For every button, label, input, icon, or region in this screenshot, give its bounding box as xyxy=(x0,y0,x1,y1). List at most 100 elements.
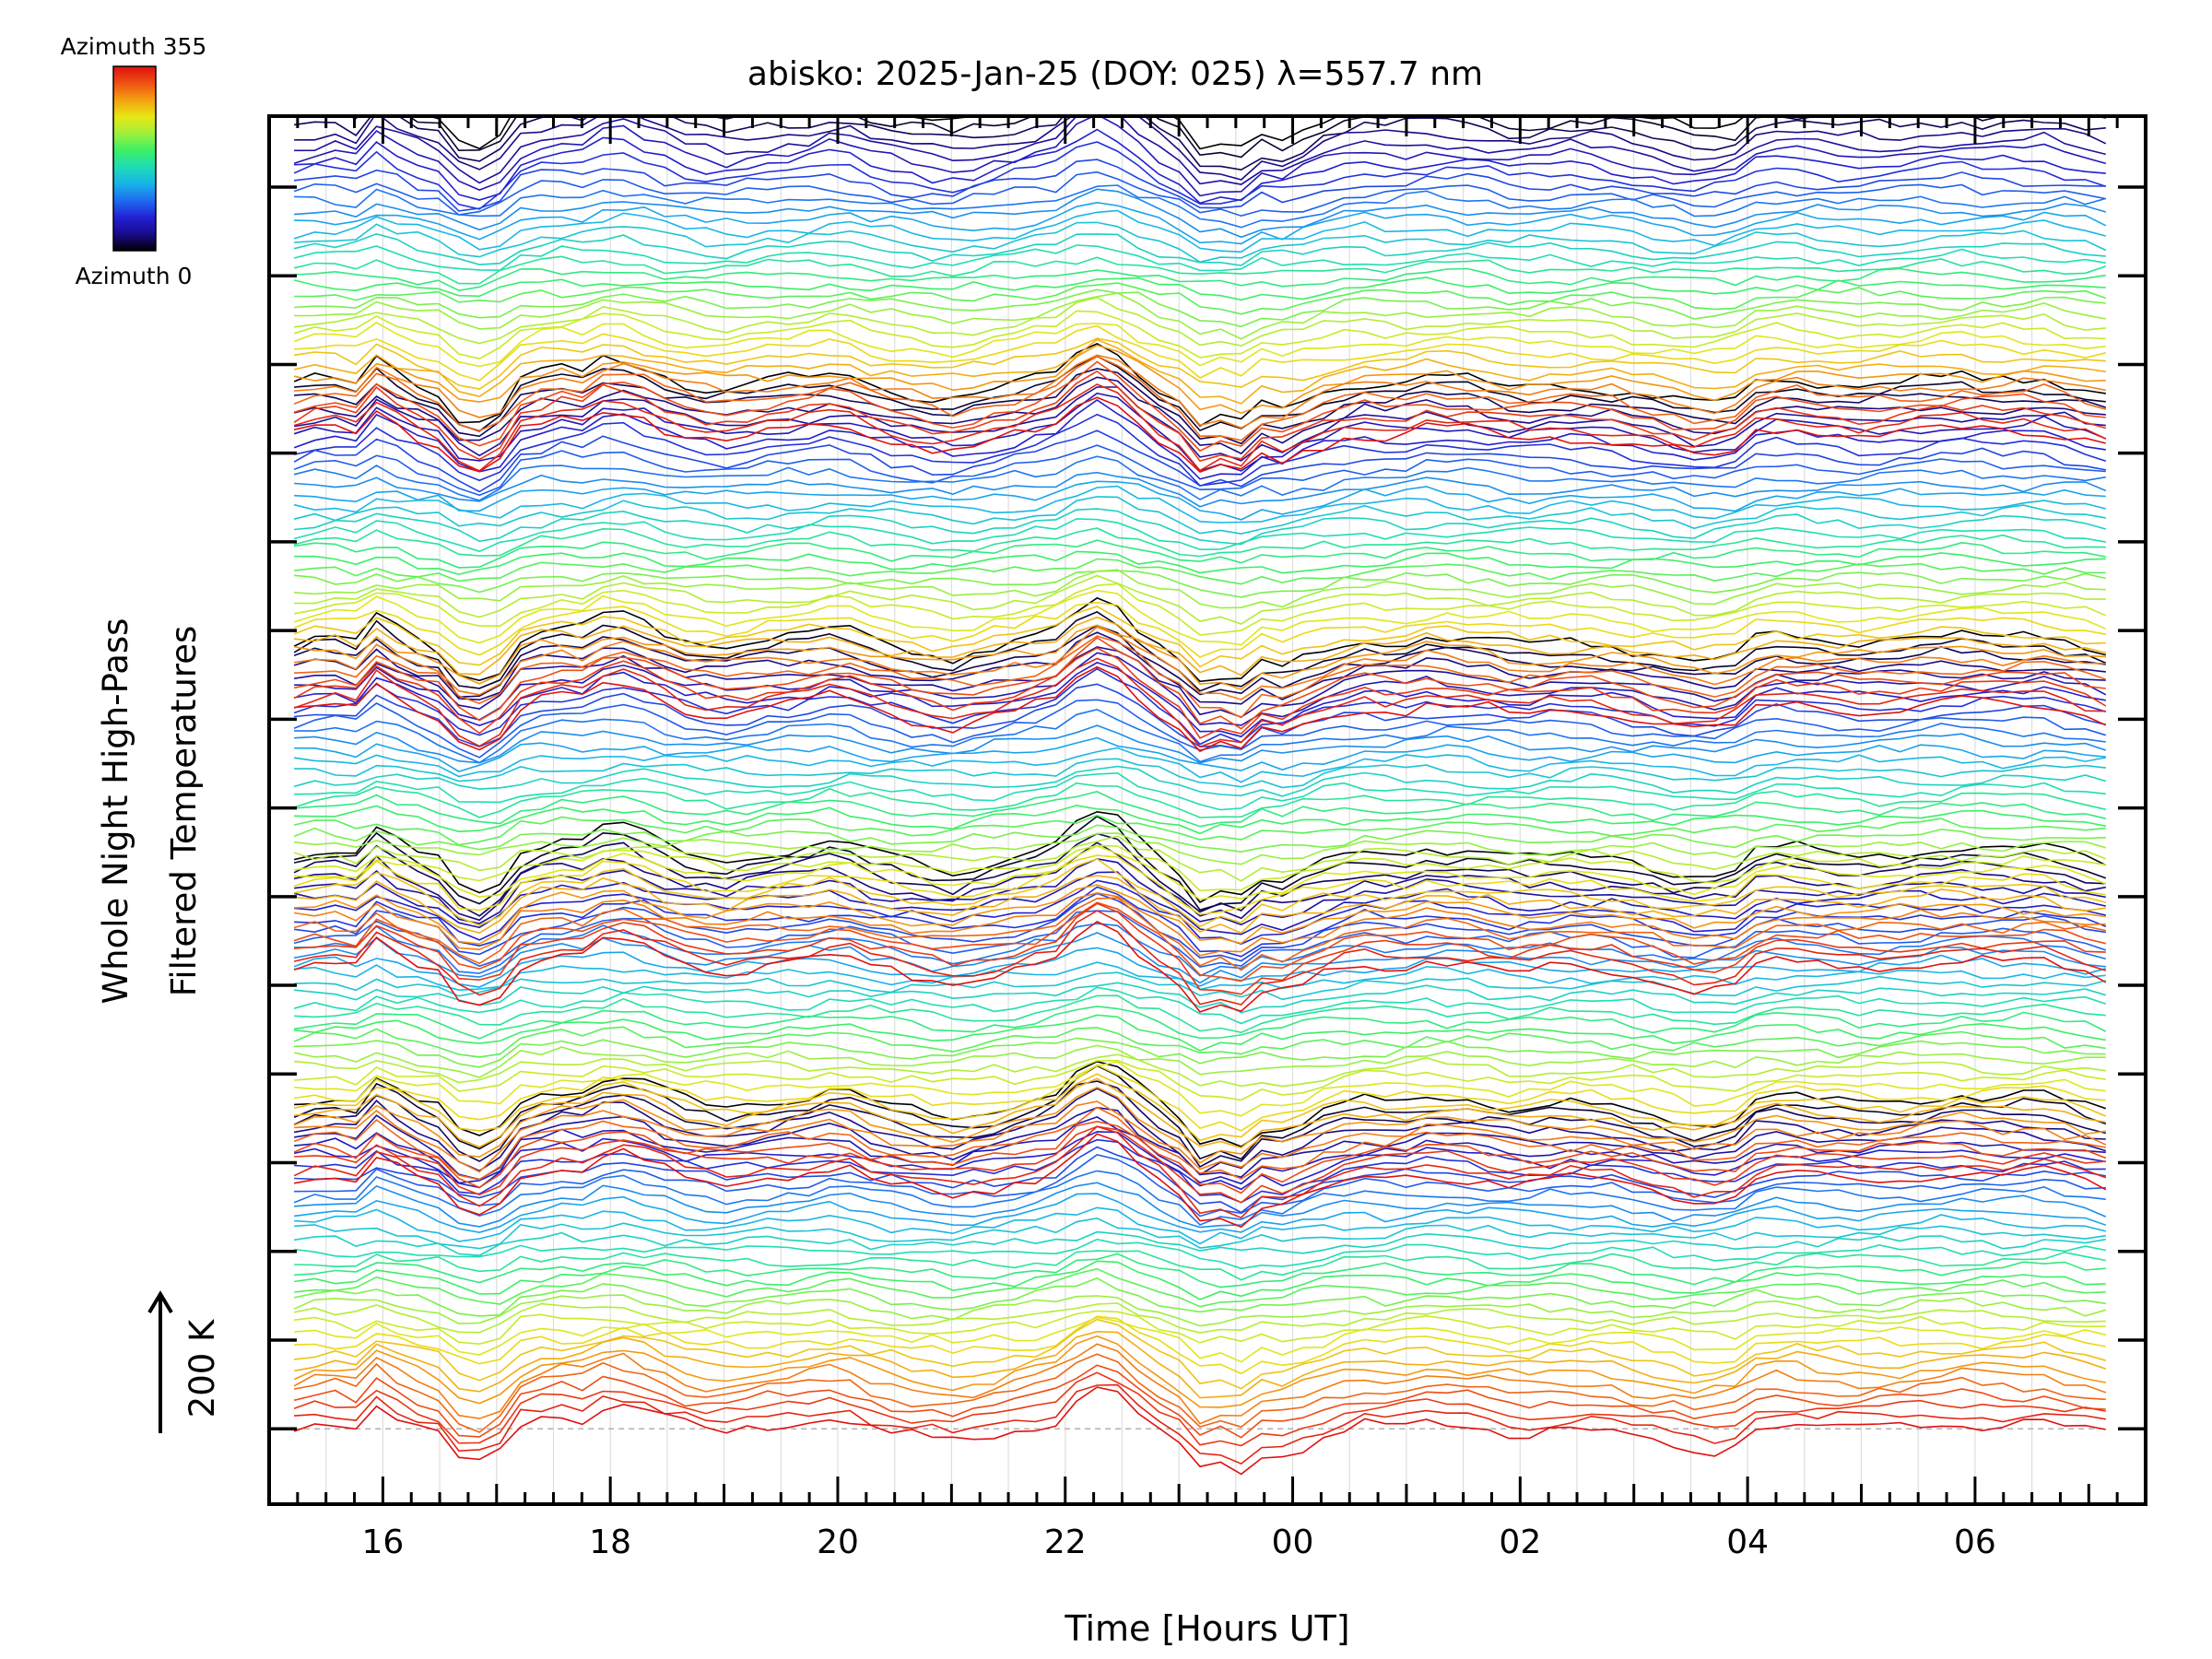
trace-azimuth-233 xyxy=(294,1053,2106,1088)
trace-azimuth-101 xyxy=(294,708,2106,764)
x-tick-label: 22 xyxy=(1044,1524,1087,1561)
trace-azimuth-314 xyxy=(293,1106,2106,1181)
trace-azimuth-294 xyxy=(293,344,2106,415)
trace-azimuth-254 xyxy=(294,844,2107,900)
trace-azimuth-223 xyxy=(293,1294,2107,1327)
trace-azimuth-152 xyxy=(294,508,2107,546)
trace-azimuth-41 xyxy=(293,1106,2107,1181)
trace-azimuth-101 xyxy=(294,923,2107,977)
trace-azimuth-304 xyxy=(293,626,2106,700)
scale-label: 200 K xyxy=(182,1318,222,1418)
trace-azimuth-335 xyxy=(293,647,2107,739)
trace-azimuth-91 xyxy=(293,699,2107,759)
trace-azimuth-193 xyxy=(294,550,2106,575)
trace-azimuth-325 xyxy=(293,1120,2107,1194)
trace-azimuth-142 xyxy=(293,496,2106,535)
trace-azimuth-10 xyxy=(293,610,2107,692)
trace-azimuth-122 xyxy=(294,736,2106,772)
trace-azimuth-304 xyxy=(293,1343,2107,1425)
trace-azimuth-325 xyxy=(293,901,2106,982)
trace-azimuth-243 xyxy=(293,310,2106,359)
trace-azimuth-71 xyxy=(293,141,2107,210)
trace-azimuth-91 xyxy=(293,444,2106,497)
trace-azimuth-91 xyxy=(293,910,2107,969)
trace-azimuth-325 xyxy=(293,360,2106,453)
x-tick-label: 16 xyxy=(361,1524,404,1561)
trace-azimuth-122 xyxy=(294,201,2107,245)
trace-azimuth-61 xyxy=(294,879,2106,945)
trace-azimuth-304 xyxy=(294,1100,2107,1173)
trace-azimuth-233 xyxy=(293,296,2106,347)
trace-azimuth-122 xyxy=(293,947,2107,988)
trace-azimuth-112 xyxy=(294,724,2107,764)
axis-ticks xyxy=(267,116,2146,1504)
trace-azimuth-264 xyxy=(294,324,2106,382)
x-axis-label: Time [Hours UT] xyxy=(1064,1608,1349,1649)
trace-azimuth-345 xyxy=(293,657,2106,748)
x-tick-label: 02 xyxy=(1499,1524,1541,1561)
trace-azimuth-213 xyxy=(293,824,2106,853)
colorbar xyxy=(112,65,157,252)
trace-azimuth-183 xyxy=(293,539,2106,569)
trace-azimuth-254 xyxy=(294,1316,2106,1363)
trace-azimuth-274 xyxy=(294,1318,2107,1390)
trace-azimuth-0 xyxy=(293,596,2106,683)
trace-azimuth-213 xyxy=(294,288,2106,328)
trace-azimuth-172 xyxy=(294,1250,2106,1281)
trace-azimuth-203 xyxy=(294,282,2107,315)
trace-azimuth-284 xyxy=(294,1077,2106,1149)
trace-azimuth-355 xyxy=(294,665,2107,753)
trace-azimuth-254 xyxy=(294,1061,2106,1117)
trace-azimuth-10 xyxy=(293,1065,2107,1160)
trace-azimuth-152 xyxy=(293,1230,2106,1257)
trace-azimuth-345 xyxy=(294,1383,2106,1465)
trace-azimuth-294 xyxy=(293,624,2106,690)
trace-azimuth-81 xyxy=(294,1146,2106,1214)
trace-azimuth-81 xyxy=(293,429,2106,493)
trace-azimuth-162 xyxy=(294,771,2106,811)
trace-azimuth-112 xyxy=(293,932,2106,984)
trace-azimuth-10 xyxy=(293,815,2107,912)
trace-azimuth-223 xyxy=(294,832,2107,865)
trace-azimuth-122 xyxy=(294,480,2106,521)
trace-azimuth-203 xyxy=(293,1026,2106,1058)
trace-azimuth-243 xyxy=(294,1059,2106,1101)
trace-azimuth-203 xyxy=(293,814,2106,846)
y-axis-label-line2: Filtered Temperatures xyxy=(164,626,204,996)
trace-azimuth-264 xyxy=(294,1315,2106,1375)
trace-azimuth-0 xyxy=(293,343,2106,428)
trace-azimuth-101 xyxy=(293,455,2106,501)
trace-azimuth-0 xyxy=(426,116,2107,150)
trace-azimuth-71 xyxy=(293,667,2107,746)
trace-azimuth-162 xyxy=(293,518,2106,553)
colorbar-bottom-label: Azimuth 0 xyxy=(76,263,193,289)
trace-azimuth-172 xyxy=(293,527,2106,558)
trace-azimuth-243 xyxy=(293,582,2107,636)
chart-title: abisko: 2025-Jan-25 (DOY: 025) λ=557.7 n… xyxy=(747,55,1483,93)
x-tick-label: 00 xyxy=(1272,1524,1314,1561)
trace-azimuth-345 xyxy=(293,910,2107,1006)
trace-azimuth-30 xyxy=(293,376,2106,455)
trace-azimuth-284 xyxy=(293,1330,2107,1399)
x-tick-labels: 16 18 20 22 00 02 04 06 xyxy=(361,1524,1995,1561)
trace-azimuth-61 xyxy=(293,1131,2106,1191)
trace-azimuth-20 xyxy=(294,368,2107,445)
trace-azimuth-274 xyxy=(293,337,2106,390)
trace-azimuth-243 xyxy=(293,844,2106,892)
trace-azimuth-355 xyxy=(293,920,2107,1013)
trace-azimuth-112 xyxy=(294,1182,2107,1229)
trace-azimuth-314 xyxy=(293,1353,2106,1433)
trace-azimuth-325 xyxy=(293,637,2106,730)
trace-azimuth-172 xyxy=(294,994,2106,1034)
trace-azimuth-264 xyxy=(293,1064,2106,1132)
trace-azimuth-325 xyxy=(293,1364,2106,1439)
trace-azimuth-203 xyxy=(294,558,2106,585)
trace-azimuth-294 xyxy=(294,884,2106,945)
trace-azimuth-61 xyxy=(293,399,2106,480)
trace-azimuth-132 xyxy=(293,485,2106,524)
colorbar-top-label: Azimuth 355 xyxy=(61,33,207,60)
trace-azimuth-101 xyxy=(293,1170,2106,1226)
trace-azimuth-183 xyxy=(293,1006,2107,1040)
trace-azimuth-213 xyxy=(293,1277,2106,1317)
trace-azimuth-274 xyxy=(293,606,2106,668)
